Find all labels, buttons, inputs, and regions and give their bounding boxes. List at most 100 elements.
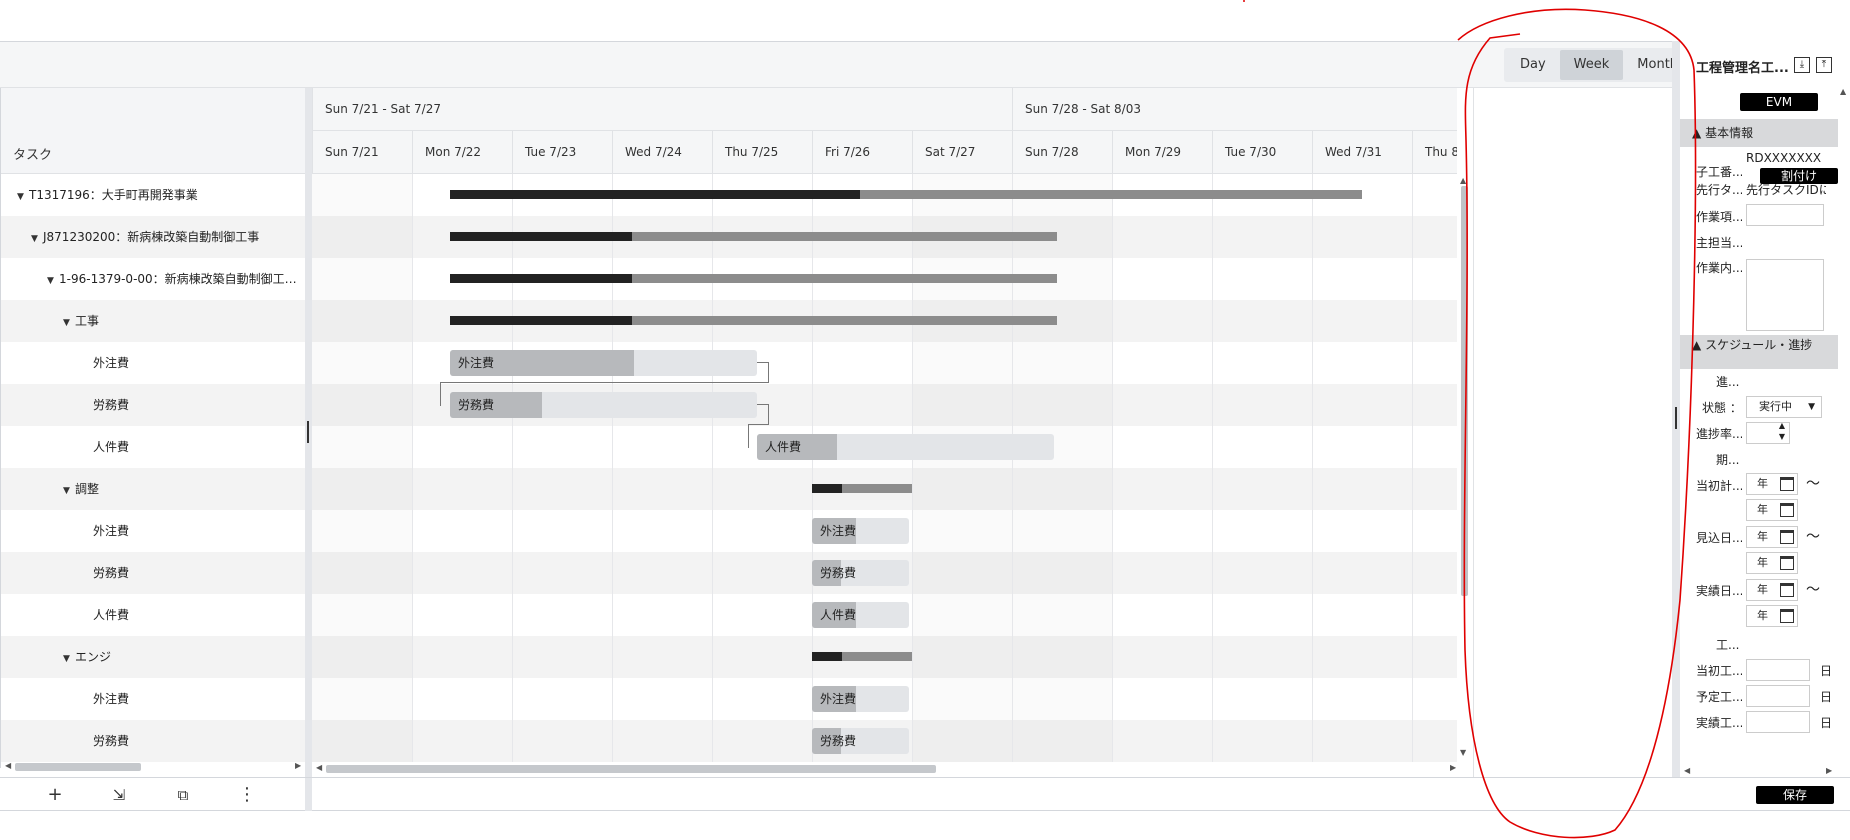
evm-button[interactable]: EVM xyxy=(1740,93,1818,111)
scroll-right-icon[interactable]: ▶ xyxy=(1450,763,1457,772)
scroll-left-icon[interactable]: ◀ xyxy=(5,761,12,770)
collapse-up-icon[interactable]: ⤒ xyxy=(1816,57,1832,73)
calendar-icon[interactable] xyxy=(1780,556,1794,570)
summary-bar[interactable] xyxy=(812,652,912,661)
initial-days-input[interactable] xyxy=(1746,659,1810,681)
splitter-grip[interactable] xyxy=(307,421,309,443)
task-row[interactable]: 人件費 xyxy=(1,594,306,636)
task-row[interactable]: ▼ T1317196：大手町再開発事業 xyxy=(1,174,306,216)
schedule-section[interactable]: ▲ スケジュール・進捗 xyxy=(1680,335,1838,369)
scroll-left-icon[interactable]: ◀ xyxy=(1684,766,1691,775)
range-separator: 〜 xyxy=(1806,529,1820,545)
gantt-hscroll-thumb[interactable] xyxy=(326,765,936,773)
initial-start-date[interactable]: 年 xyxy=(1746,473,1798,495)
task-column-header[interactable]: タスク xyxy=(13,148,53,163)
expand-toggle-icon[interactable]: ▼ xyxy=(63,318,70,328)
task-row[interactable]: ▼ 1-96-1379-0-00：新病棟改築自動制御工… xyxy=(1,258,306,300)
dependency-link[interactable] xyxy=(757,404,769,424)
dependency-link[interactable] xyxy=(748,424,769,448)
status-label: 状態 ： xyxy=(1702,401,1742,415)
forecast-start-date[interactable]: 年 xyxy=(1746,526,1798,548)
progress-rate-stepper[interactable]: ▲ ▼ xyxy=(1746,421,1790,444)
scroll-right-icon[interactable]: ▶ xyxy=(1826,766,1833,775)
gantt-vscroll-thumb[interactable] xyxy=(1461,186,1468,596)
calendar-icon[interactable] xyxy=(1780,530,1794,544)
summary-bar[interactable] xyxy=(450,274,1057,283)
initial-end-date[interactable]: 年 xyxy=(1746,499,1798,521)
left-splitter[interactable] xyxy=(305,88,312,810)
dependency-link[interactable] xyxy=(757,362,769,382)
task-bar[interactable]: 外注費 xyxy=(450,350,757,376)
empty-pane xyxy=(1473,88,1673,778)
calendar-icon[interactable] xyxy=(1780,609,1794,623)
summary-bar[interactable] xyxy=(450,190,1362,199)
actual-start-date[interactable]: 年 xyxy=(1746,579,1798,601)
form-vscrollbar[interactable]: ▲ ▼ xyxy=(1838,87,1850,806)
task-bar[interactable]: 人件費 xyxy=(812,602,909,628)
task-row[interactable]: 労務費 xyxy=(1,384,306,426)
expand-toggle-icon[interactable]: ▼ xyxy=(17,192,24,202)
actual-days-input[interactable] xyxy=(1746,711,1810,733)
task-row[interactable]: ▼ エンジ xyxy=(1,636,306,678)
form-title: 工程管理名工... xyxy=(1696,61,1789,76)
summary-bar[interactable] xyxy=(450,232,1057,241)
gantt-vscrollbar[interactable]: ▲ ▼ xyxy=(1459,176,1469,758)
task-bar[interactable]: 外注費 xyxy=(812,686,909,712)
actual-end-date[interactable]: 年 xyxy=(1746,605,1798,627)
work-content-textarea[interactable] xyxy=(1746,259,1824,331)
summary-bar[interactable] xyxy=(812,484,912,493)
stepper-up-icon[interactable]: ▲ xyxy=(1778,421,1785,430)
task-row[interactable]: 人件費 xyxy=(1,426,306,468)
work-item-input[interactable] xyxy=(1746,204,1824,226)
scroll-down-icon[interactable]: ▼ xyxy=(1460,748,1467,757)
day-gridline xyxy=(1112,174,1113,762)
task-row[interactable]: 労務費 xyxy=(1,552,306,594)
expand-toggle-icon[interactable]: ▼ xyxy=(31,234,38,244)
splitter-grip[interactable] xyxy=(1675,407,1677,429)
day-view-button[interactable]: Day xyxy=(1520,57,1546,72)
task-row[interactable]: ▼ 調整 xyxy=(1,468,306,510)
planned-days-input[interactable] xyxy=(1746,685,1810,707)
plus-icon[interactable]: + xyxy=(47,784,63,805)
task-bar[interactable]: 外注費 xyxy=(812,518,909,544)
more-vertical-icon[interactable]: ⋮ xyxy=(238,784,256,805)
right-splitter[interactable] xyxy=(1672,41,1680,811)
gantt-hscrollbar[interactable]: ◀ ▶ xyxy=(316,762,1456,774)
stepper-down-icon[interactable]: ▼ xyxy=(1778,432,1785,441)
scroll-up-icon[interactable]: ▲ xyxy=(1460,176,1467,185)
expand-toggle-icon[interactable]: ▼ xyxy=(63,486,70,496)
expand-toggle-icon[interactable]: ▼ xyxy=(47,276,54,286)
task-hscrollbar[interactable]: ◀ ▶ xyxy=(5,760,303,772)
scroll-up-icon[interactable]: ▲ xyxy=(1840,87,1847,96)
task-bar[interactable]: 労務費 xyxy=(812,728,909,754)
week-view-button[interactable]: Week xyxy=(1559,50,1624,80)
task-row[interactable]: 外注費 xyxy=(1,510,306,552)
expand-down-icon[interactable]: ⤓ xyxy=(1794,57,1810,73)
calendar-icon[interactable] xyxy=(1780,583,1794,597)
task-row[interactable]: ▼ J871230200：新病棟改築自動制御工事 xyxy=(1,216,306,258)
scroll-right-icon[interactable]: ▶ xyxy=(295,761,302,770)
copy-icon[interactable]: ⧉ xyxy=(177,786,189,804)
task-bar[interactable]: 労務費 xyxy=(450,392,757,418)
dependency-link[interactable] xyxy=(440,382,769,406)
task-row[interactable]: 外注費 xyxy=(1,678,306,720)
status-select[interactable]: 実行中 ▼ xyxy=(1746,396,1822,418)
move-into-icon[interactable]: ⇲ xyxy=(112,786,126,804)
calendar-icon[interactable] xyxy=(1780,503,1794,517)
task-bar[interactable]: 労務費 xyxy=(812,560,909,586)
assign-button[interactable]: 割付け xyxy=(1760,168,1838,184)
save-button[interactable]: 保存 xyxy=(1756,786,1834,804)
summary-bar[interactable] xyxy=(450,316,1057,325)
task-row[interactable]: 労務費 xyxy=(1,720,306,762)
task-row[interactable]: 外注費 xyxy=(1,342,306,384)
detail-form-panel: 工程管理名工... ⤓ ⤒ EVM ▲ 基本情報 子工番... RDXXXXXX… xyxy=(1680,41,1850,811)
task-bar[interactable]: 人件費 xyxy=(757,434,1054,460)
calendar-icon[interactable] xyxy=(1780,477,1794,491)
task-hscroll-thumb[interactable] xyxy=(15,763,141,771)
forecast-end-date[interactable]: 年 xyxy=(1746,552,1798,574)
scroll-left-icon[interactable]: ◀ xyxy=(316,763,323,772)
form-hscrollbar[interactable]: ◀ ▶ xyxy=(1684,765,1834,777)
task-row[interactable]: ▼ 工事 xyxy=(1,300,306,342)
expand-toggle-icon[interactable]: ▼ xyxy=(63,654,70,664)
basic-info-section[interactable]: ▲ 基本情報 xyxy=(1680,119,1838,147)
